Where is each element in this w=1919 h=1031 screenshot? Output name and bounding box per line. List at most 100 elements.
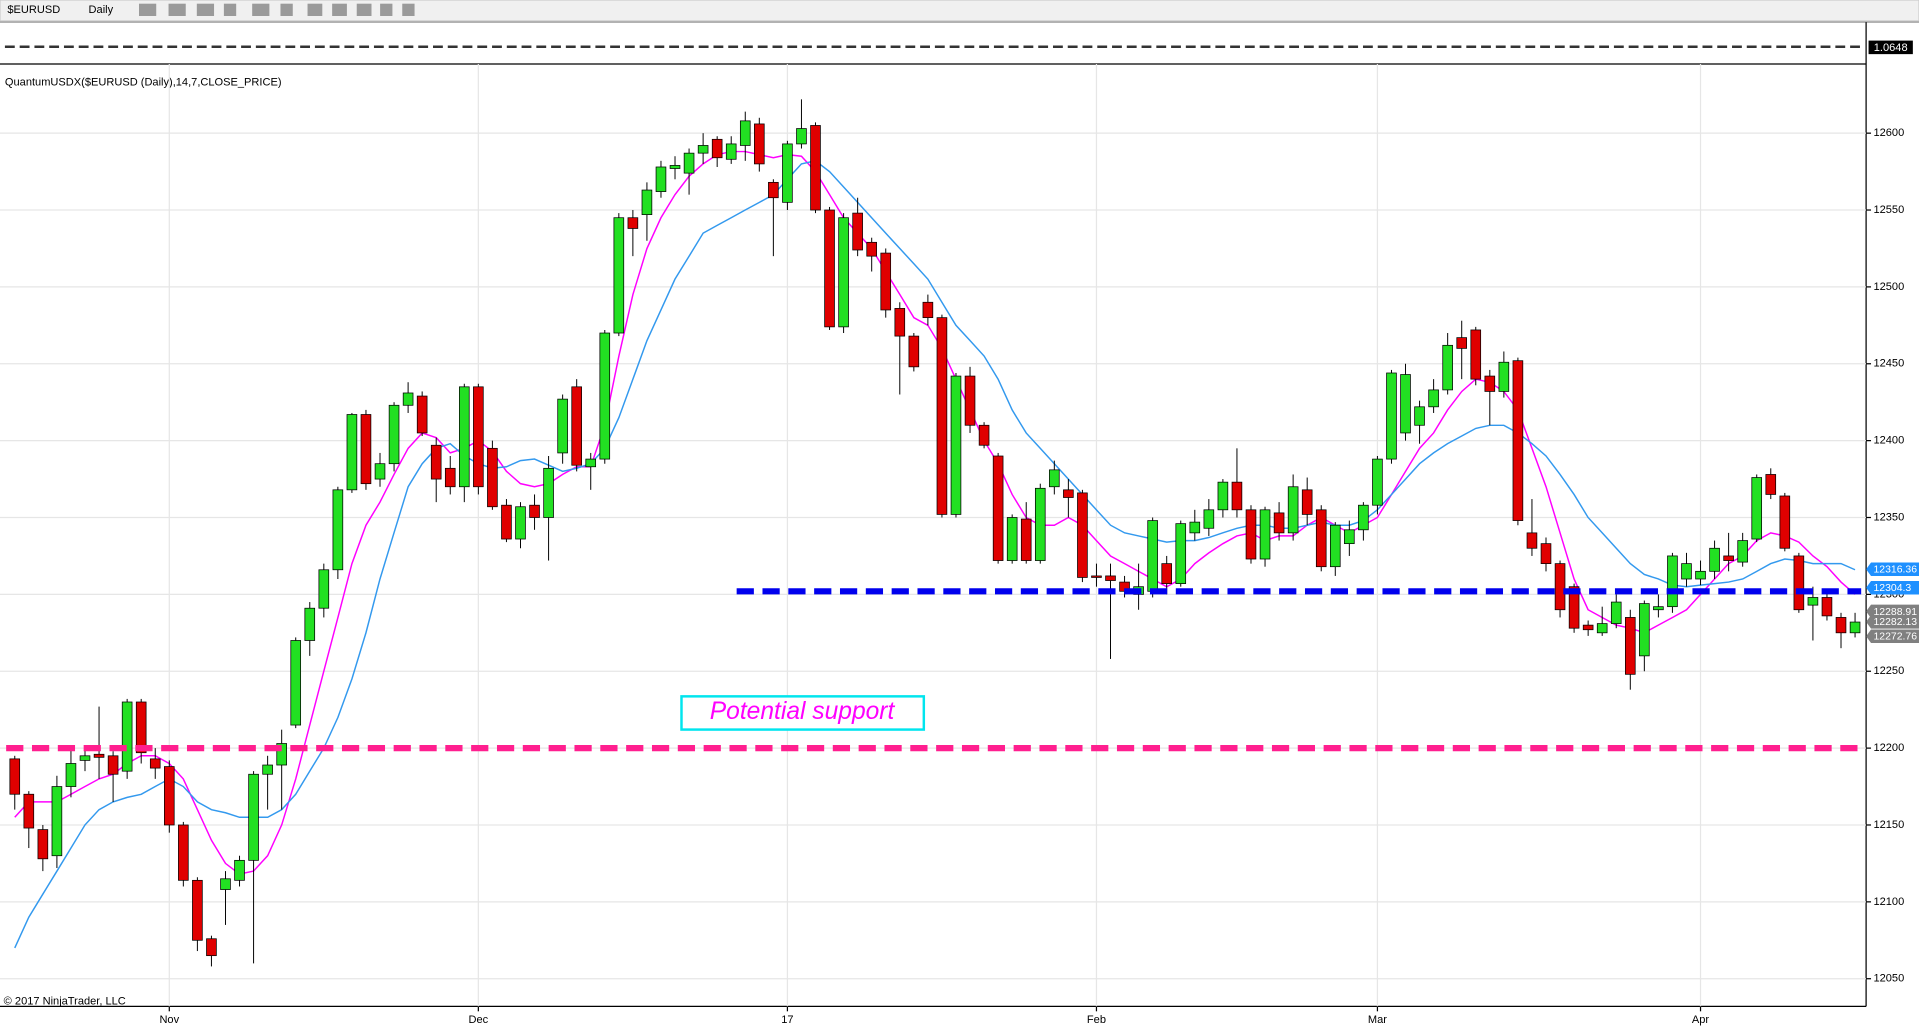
candle-body — [515, 506, 526, 540]
y-tick-label: 12400 — [1873, 435, 1904, 447]
y-tick-label: 12450 — [1873, 358, 1904, 370]
candle-body — [1723, 555, 1734, 561]
candle-body — [220, 878, 231, 890]
candle-body — [93, 753, 105, 758]
candle-body — [1821, 597, 1833, 617]
candle-body — [1709, 547, 1720, 572]
candle-body — [1259, 509, 1271, 560]
candle-body — [936, 317, 948, 515]
candle-body — [1667, 555, 1678, 608]
candle-body — [1287, 486, 1299, 534]
candle-body — [1639, 603, 1650, 657]
candle-body — [964, 375, 976, 426]
candle-body — [641, 189, 653, 216]
candle-body — [992, 455, 1004, 561]
mini-label-box — [1868, 40, 1913, 55]
copyright: © 2017 NinjaTrader, LLC — [4, 995, 126, 1007]
price-label-box — [1866, 580, 1919, 595]
candle-body — [1372, 458, 1383, 506]
price-label: 12316.36 — [1873, 565, 1917, 576]
candle-body — [1779, 495, 1791, 549]
candle-body — [824, 209, 835, 328]
candle-body — [782, 143, 793, 203]
price-label-box — [1866, 562, 1919, 576]
y-tick-label: 12050 — [1873, 973, 1904, 985]
candle-body — [711, 138, 723, 159]
candle-body — [739, 120, 751, 146]
candle-body — [1301, 489, 1313, 515]
candle-body — [65, 763, 77, 787]
candle-body — [1470, 329, 1482, 380]
candle-body — [1849, 621, 1861, 634]
candle-body — [9, 758, 21, 795]
candle-body — [1231, 481, 1243, 511]
candle-body — [1175, 523, 1187, 584]
candle-body — [1428, 389, 1439, 408]
candle-body — [360, 414, 372, 485]
candle-body — [1695, 570, 1706, 580]
candle-body — [1596, 623, 1608, 634]
symbol[interactable]: $EURUSD — [7, 4, 60, 16]
toolbar — [0, 0, 1919, 22]
candle-body — [164, 766, 175, 826]
candle-body — [1203, 509, 1215, 529]
x-tick-label: Feb — [1087, 1014, 1106, 1026]
y-tick-label: 12200 — [1873, 742, 1904, 754]
candle-body — [192, 879, 203, 941]
candle-body — [487, 447, 498, 508]
candle-body — [571, 386, 582, 466]
candle-body — [1737, 540, 1748, 563]
candle-body — [416, 395, 428, 434]
candle-body — [866, 241, 877, 257]
candle-body — [1020, 518, 1032, 561]
candle-body — [388, 404, 400, 465]
candle-body — [1540, 543, 1552, 564]
candle-body — [655, 166, 667, 192]
candle-body — [1624, 617, 1636, 675]
candle-body — [1217, 481, 1229, 511]
candle-body — [51, 786, 63, 857]
x-tick-label: Apr — [1692, 1014, 1710, 1026]
candle-body — [234, 859, 245, 881]
candle-body — [1386, 372, 1397, 460]
candle-body — [318, 569, 330, 609]
candle-body — [950, 375, 962, 515]
interval[interactable]: Daily — [89, 4, 114, 16]
price-label-box — [1866, 615, 1919, 629]
candle-body — [1189, 521, 1201, 534]
candle-body — [290, 640, 302, 726]
candle-body — [810, 125, 821, 211]
candle-body — [1653, 606, 1664, 611]
candle-body — [107, 755, 119, 775]
candle-body — [1554, 563, 1566, 611]
candle-body — [908, 335, 920, 368]
candle-body — [1161, 563, 1172, 584]
price-label: 12282.13 — [1873, 617, 1917, 628]
candle-body — [922, 301, 934, 319]
indicator-label: QuantumUSDX($EURUSD (Daily),14,7,CLOSE_P… — [5, 76, 282, 88]
candle-body — [121, 701, 133, 772]
candle-body — [1358, 504, 1369, 531]
candle-body — [754, 123, 765, 165]
candle-body — [1582, 624, 1594, 631]
candle-body — [1456, 337, 1468, 349]
candle-body — [473, 386, 484, 488]
candle-body — [1835, 617, 1847, 634]
candle-body — [1344, 529, 1355, 545]
candle-body — [276, 743, 287, 766]
candle-body — [1526, 532, 1538, 549]
candle-body — [1006, 517, 1018, 561]
candle-body — [1245, 509, 1257, 560]
candle-body — [1315, 509, 1327, 568]
candle-body — [978, 424, 990, 446]
candle-body — [1512, 360, 1524, 521]
candle-body — [697, 145, 709, 154]
candle-body — [1681, 563, 1692, 580]
y-tick-label: 12150 — [1873, 819, 1904, 831]
candle-body — [796, 128, 807, 145]
candle-body — [374, 463, 386, 480]
annotation: Potential support — [710, 698, 896, 725]
candle-body — [1077, 492, 1088, 578]
x-tick-label: Dec — [469, 1014, 489, 1026]
